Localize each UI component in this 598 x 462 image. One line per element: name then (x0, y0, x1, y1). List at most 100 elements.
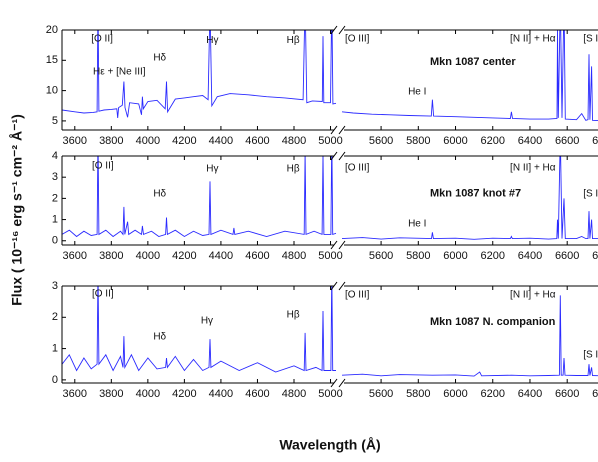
spectrum (62, 30, 598, 122)
x-tick-label: 4000 (136, 388, 160, 400)
panel-title: Mkn 1087 center (430, 56, 516, 68)
axis-break (330, 25, 338, 35)
axis-break (330, 378, 338, 388)
line-label: Hε + [Ne III] (93, 66, 146, 77)
x-tick-label: 5800 (406, 388, 430, 400)
line-label: Hγ (201, 316, 213, 327)
y-tick-label: 1 (52, 213, 58, 225)
x-tick-label: 4800 (282, 388, 306, 400)
y-tick-label: 0 (52, 374, 58, 386)
x-tick-label: 4600 (245, 135, 269, 147)
x-tick-label: 6800 (592, 388, 598, 400)
x-tick-label: 6400 (518, 135, 542, 147)
x-tick-label: 6000 (443, 135, 467, 147)
line-label: [S II] (583, 349, 598, 360)
line-label: Hγ (206, 35, 218, 46)
x-tick-label: 6600 (555, 388, 579, 400)
x-tick-label: 3800 (99, 135, 123, 147)
x-tick-label: 4400 (209, 135, 233, 147)
y-tick-label: 0 (52, 235, 58, 247)
line-label: [N II] + Hα (510, 34, 556, 45)
y-tick-label: 5 (52, 115, 58, 127)
x-tick-label: 5800 (406, 135, 430, 147)
x-tick-label: 4600 (245, 250, 269, 262)
x-tick-label: 6600 (555, 135, 579, 147)
y-axis-label: Flux ( 10⁻¹⁶ erg s⁻¹ cm⁻² Å⁻¹) (9, 114, 25, 306)
x-tick-label: 4200 (172, 250, 196, 262)
y-tick-label: 10 (46, 85, 58, 97)
axis-break (338, 240, 346, 250)
x-tick-label: 5600 (369, 388, 393, 400)
x-tick-label: 3800 (99, 250, 123, 262)
x-tick-label: 5000 (318, 388, 342, 400)
y-tick-label: 4 (52, 150, 58, 162)
panel-title: Mkn 1087 knot #7 (430, 188, 521, 200)
panel-title: Mkn 1087 N. companion (430, 316, 556, 328)
line-label: [O III] (345, 162, 370, 173)
y-tick-label: 3 (52, 171, 58, 183)
x-tick-label: 6400 (518, 388, 542, 400)
line-label: [S II] (583, 34, 598, 45)
line-label: He I (408, 218, 426, 229)
x-tick-label: 5600 (369, 135, 393, 147)
axis-break (338, 151, 346, 161)
x-axis-label: Wavelength (Å) (279, 437, 380, 453)
y-tick-label: 2 (52, 311, 58, 323)
x-tick-label: 4000 (136, 135, 160, 147)
x-tick-label: 4200 (172, 135, 196, 147)
line-label: Hγ (206, 163, 218, 174)
y-tick-label: 2 (52, 192, 58, 204)
spectrum (62, 286, 598, 377)
axis-break (338, 281, 346, 291)
y-tick-label: 1 (52, 342, 58, 354)
line-label: [O II] (91, 34, 113, 45)
line-label: [O III] (345, 290, 370, 301)
axis-break (330, 125, 338, 135)
x-tick-label: 6200 (481, 250, 505, 262)
x-tick-label: 6800 (592, 250, 598, 262)
x-tick-label: 4400 (209, 250, 233, 262)
y-tick-label: 15 (46, 54, 58, 66)
x-tick-label: 3800 (99, 388, 123, 400)
line-label: Hδ (153, 188, 166, 199)
axis-break (338, 25, 346, 35)
x-tick-label: 4800 (282, 135, 306, 147)
x-tick-label: 6800 (592, 135, 598, 147)
x-tick-label: 5000 (318, 250, 342, 262)
axis-break (330, 151, 338, 161)
x-tick-label: 4200 (172, 388, 196, 400)
line-label: Hδ (153, 53, 166, 64)
x-tick-label: 5800 (406, 250, 430, 262)
line-label: Hβ (287, 35, 300, 46)
line-label: [N II] + Hα (510, 162, 556, 173)
x-tick-label: 4000 (136, 250, 160, 262)
line-label: [O II] (92, 160, 114, 171)
spectrum (62, 156, 598, 240)
line-label: Hβ (287, 163, 300, 174)
y-tick-label: 20 (46, 24, 58, 36)
axis-break (330, 240, 338, 250)
line-label: [O III] (345, 34, 370, 45)
line-label: [S II] (583, 188, 598, 199)
x-tick-label: 5000 (318, 135, 342, 147)
x-tick-label: 3600 (63, 388, 87, 400)
y-tick-label: 3 (52, 280, 58, 292)
line-label: Hδ (153, 332, 166, 343)
x-tick-label: 4600 (245, 388, 269, 400)
axis-break (330, 281, 338, 291)
x-tick-label: 6600 (555, 250, 579, 262)
x-tick-label: 6000 (443, 250, 467, 262)
x-tick-label: 5600 (369, 250, 393, 262)
x-tick-label: 6400 (518, 250, 542, 262)
x-tick-label: 6200 (481, 135, 505, 147)
line-label: [N II] + Hα (510, 290, 556, 301)
x-tick-label: 4800 (282, 250, 306, 262)
line-label: He I (408, 86, 426, 97)
line-label: Hβ (287, 310, 300, 321)
x-tick-label: 3600 (63, 250, 87, 262)
x-tick-label: 6000 (443, 388, 467, 400)
axis-break (338, 125, 346, 135)
x-tick-label: 6200 (481, 388, 505, 400)
